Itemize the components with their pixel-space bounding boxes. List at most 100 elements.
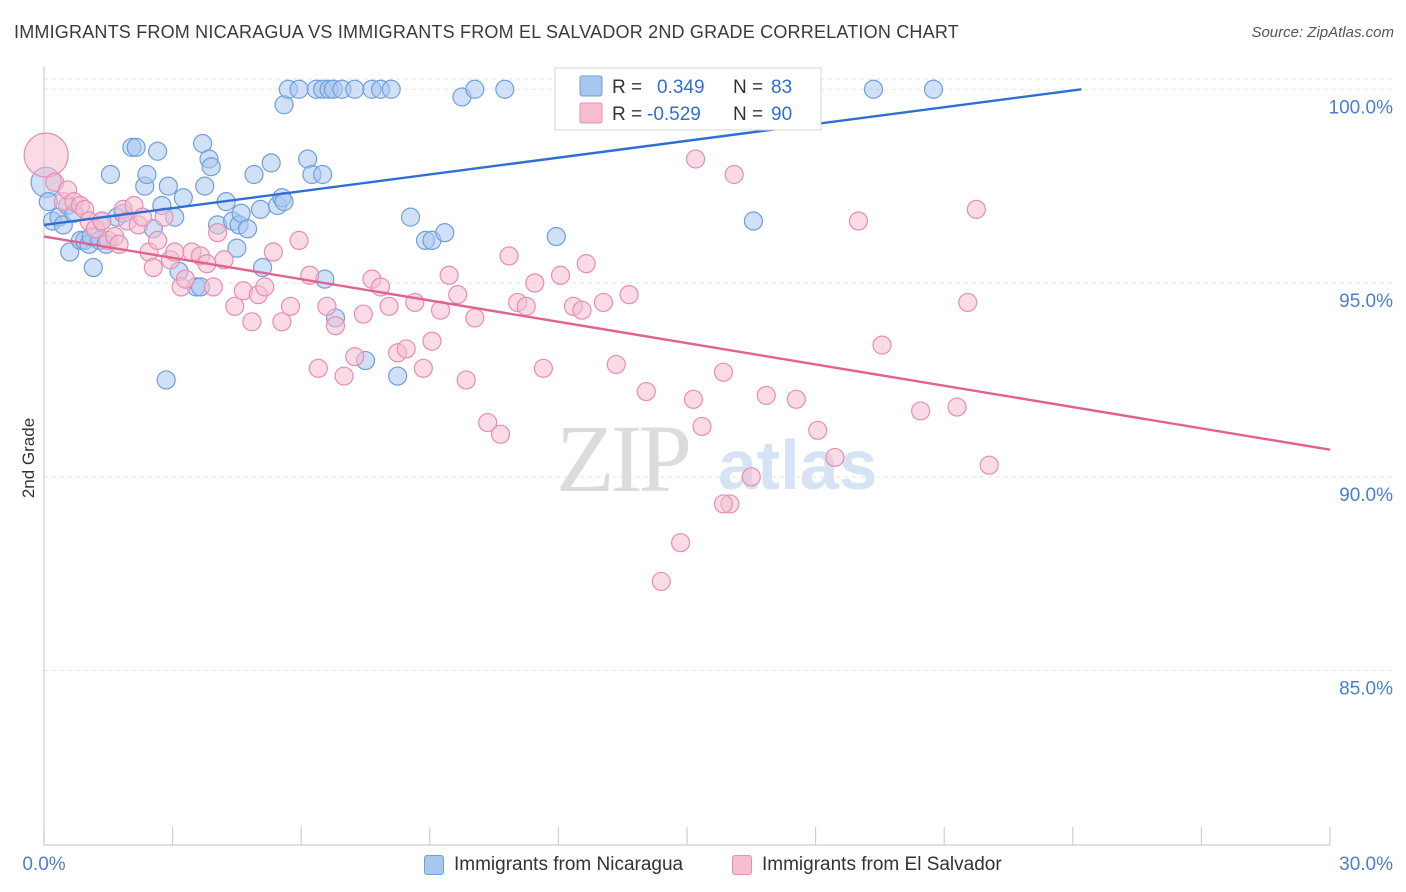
point-nicaragua [250,199,271,219]
point-el-salvador [92,211,112,231]
point-el-salvador [786,389,806,409]
chart-title: IMMIGRANTS FROM NICARAGUA VS IMMIGRANTS … [14,22,959,42]
point-el-salvador [670,533,691,553]
point-el-salvador [692,416,712,437]
point-el-salvador [478,412,498,433]
point-el-salvador [516,296,536,316]
point-el-salvador [724,164,744,185]
trend-line-el-salvador [43,235,1331,451]
point-el-salvador [713,494,734,514]
point-el-salvador [683,389,704,409]
point-el-salvador [379,296,399,316]
point-el-salvador [550,265,571,285]
point-nicaragua [863,79,884,99]
x-tick-label: 30.0% [1339,854,1393,875]
point-el-salvador [208,223,228,243]
point-el-salvador [499,246,519,266]
y-tick-label: 95.0% [1339,291,1393,312]
stats-legend-swatch-blue [579,75,603,97]
point-el-salvador [280,296,301,316]
point-nicaragua [465,79,485,99]
stats-n-value-2: 90 [771,104,792,125]
point-el-salvador [439,265,459,285]
point-el-salvador [345,347,365,367]
point-el-salvador [23,132,69,178]
y-axis-label: 2nd Grade [19,418,38,498]
point-el-salvador [214,250,234,270]
y-tick-label: 85.0% [1339,679,1393,700]
point-el-salvador [263,242,283,262]
point-nicaragua [100,164,121,185]
legend-swatch-nicaragua [424,855,444,875]
point-el-salvador [143,257,163,278]
point-nicaragua [158,176,178,196]
legend-item-el-salvador: Immigrants from El Salvador [732,852,1002,878]
stats-r-value-2: -0.529 [647,104,701,125]
point-el-salvador [456,370,476,390]
point-el-salvador [808,420,828,440]
chart-source: Source: ZipAtlas.com [1251,24,1394,41]
point-nicaragua [400,207,421,227]
point-nicaragua [743,211,764,231]
point-el-salvador [606,354,626,375]
legend-swatch-el-salvador [732,855,752,875]
stats-r-value-1: 0.349 [657,77,705,98]
stats-r-label-1: R = [612,77,642,98]
point-el-salvador [465,308,485,328]
point-el-salvador [979,455,999,475]
point-nicaragua [546,226,566,247]
x-tick-label: 0.0% [22,854,65,875]
point-el-salvador [255,277,275,297]
point-el-salvador [308,358,328,378]
data-points [23,79,999,592]
point-el-salvador [756,385,776,406]
point-el-salvador [353,304,373,324]
legend-label-el-salvador: Immigrants from El Salvador [762,854,1002,875]
point-el-salvador [713,362,734,382]
stats-legend-swatch-pink [579,102,603,124]
point-nicaragua [495,79,515,99]
point-nicaragua [289,79,309,99]
point-nicaragua [381,79,401,99]
point-el-salvador [911,401,931,421]
point-nicaragua [156,370,176,390]
point-nicaragua [388,366,408,386]
point-el-salvador [396,339,416,359]
point-el-salvador [593,292,614,313]
point-el-salvador [147,230,168,251]
point-el-salvador [334,366,354,386]
point-nicaragua [313,164,333,185]
point-el-salvador [576,254,596,274]
point-nicaragua [244,164,264,185]
point-el-salvador [413,358,433,378]
point-el-salvador [619,285,639,305]
watermark-atlas: atlas [718,426,878,504]
point-el-salvador [825,447,845,468]
point-nicaragua [126,137,146,157]
stats-n-label-2: N = [733,104,763,125]
point-nicaragua [173,188,193,208]
point-nicaragua [137,164,157,185]
point-el-salvador [572,300,592,320]
stats-legend: R = 0.349 N = 83 R = -0.529 N = 90 [554,67,822,131]
point-el-salvador [448,285,468,305]
legend-item-nicaragua: Immigrants from Nicaragua [424,852,683,878]
point-nicaragua [227,238,247,258]
point-el-salvador [947,397,967,417]
point-el-salvador [872,335,892,355]
point-nicaragua [345,79,365,99]
watermark: ZIP atlas [556,405,878,512]
trend-lines [43,88,1331,451]
point-el-salvador [317,296,337,316]
stats-n-label-1: N = [733,77,763,98]
point-nicaragua [201,157,221,177]
point-el-salvador [958,292,978,313]
point-el-salvador [966,199,986,219]
point-el-salvador [741,467,761,487]
y-tick-label: 100.0% [1329,97,1394,118]
point-nicaragua [923,79,944,99]
point-el-salvador [490,424,511,444]
point-el-salvador [203,277,223,297]
point-nicaragua [83,257,103,278]
